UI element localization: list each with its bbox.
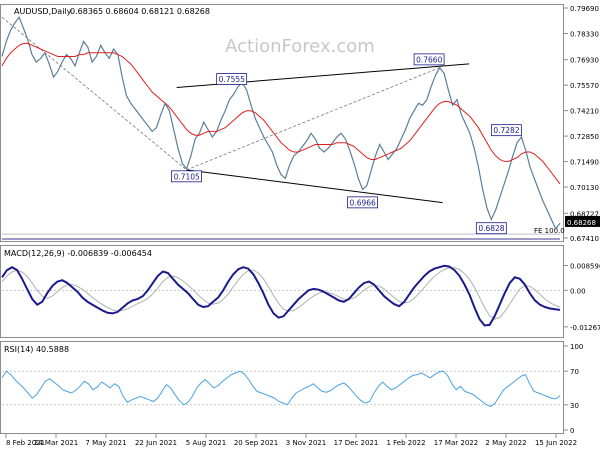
rsi-header: RSI(14) 40.5888 bbox=[4, 345, 69, 354]
x-tick-label: 17 Dec 2021 bbox=[334, 439, 379, 447]
moving-average-line bbox=[1, 42, 561, 185]
annotation-box bbox=[413, 53, 445, 66]
rsi-panel-frame bbox=[0, 341, 564, 434]
current-price-tag bbox=[565, 215, 600, 227]
price-series-line bbox=[1, 15, 561, 230]
annotation-box bbox=[347, 196, 378, 209]
price-tick-label: 0.67410 bbox=[570, 235, 599, 243]
fe-label: FE 100.0 bbox=[534, 227, 565, 235]
x-tick-label: 1 Feb 2022 bbox=[386, 439, 425, 447]
price-tick-label: 0.71490 bbox=[570, 159, 599, 167]
x-tick-label: 3 Nov 2021 bbox=[286, 439, 326, 447]
price-tick-label: 0.75570 bbox=[570, 82, 599, 90]
annotation-box bbox=[475, 222, 507, 235]
annotation-box bbox=[216, 73, 248, 85]
x-tick-label: 5 Aug 2021 bbox=[186, 439, 226, 447]
annotation-label: 0.7105 bbox=[174, 172, 200, 181]
rsi-tick-label: 70 bbox=[570, 368, 579, 376]
x-tick-label: 20 Sep 2021 bbox=[234, 439, 278, 447]
macd-tick-label: -0.01267 bbox=[570, 324, 600, 332]
price-tick-label: 0.74210 bbox=[570, 108, 599, 116]
macd-tick-label: 0.00 bbox=[570, 287, 586, 295]
rsi-tick-label: 0 bbox=[570, 427, 574, 435]
x-tick-label: 7 May 2021 bbox=[85, 439, 126, 447]
price-tick-label: 0.72850 bbox=[570, 133, 599, 141]
lower-trendline bbox=[186, 169, 443, 204]
current-price-label: 0.68268 bbox=[567, 219, 596, 227]
macd-tick-label: 0.008596 bbox=[570, 262, 600, 270]
annotation-box bbox=[171, 170, 202, 183]
rsi-tick-label: 30 bbox=[570, 402, 579, 410]
x-tick-label: 2 May 2022 bbox=[485, 439, 526, 447]
annotation-label: 0.6828 bbox=[478, 224, 504, 233]
annotation-label: 0.7282 bbox=[493, 126, 519, 135]
annotation-label: 0.6966 bbox=[350, 198, 376, 207]
x-tick-label: 15 Jun 2022 bbox=[535, 439, 577, 447]
watermark: ActionForex.com bbox=[225, 36, 375, 57]
x-tick-label: 17 Mar 2022 bbox=[434, 439, 478, 447]
price-header-values: 0.68365 0.68604 0.68121 0.68268 bbox=[70, 7, 210, 16]
annotation-box bbox=[490, 124, 522, 137]
macd-header: MACD(12,26,9) -0.006839 -0.006454 bbox=[4, 249, 152, 258]
rsi-tick-label: 100 bbox=[570, 343, 583, 351]
dashed-uptrend bbox=[186, 65, 445, 171]
price-tick-label: 0.79690 bbox=[570, 5, 599, 13]
macd-line bbox=[1, 264, 561, 327]
x-tick-label: 8 Feb 2021 bbox=[6, 439, 45, 447]
annotation-label: 0.7660 bbox=[416, 55, 442, 64]
price-header-symbol: AUDUSD,Daily bbox=[14, 7, 72, 16]
x-tick-label: 24 Mar 2021 bbox=[34, 439, 78, 447]
price-panel-frame bbox=[0, 4, 564, 242]
price-tick-label: 0.78330 bbox=[570, 30, 599, 38]
price-tick-label: 0.76930 bbox=[570, 57, 599, 65]
price-tick-label: 0.68727 bbox=[570, 210, 599, 218]
price-tick-label: 0.70130 bbox=[570, 184, 599, 192]
macd-panel-frame bbox=[0, 245, 564, 338]
macd-signal-line bbox=[1, 267, 561, 320]
annotation-label: 0.7555 bbox=[219, 75, 245, 84]
x-tick-label: 22 Jun 2021 bbox=[135, 439, 177, 447]
rsi-line bbox=[1, 370, 561, 408]
